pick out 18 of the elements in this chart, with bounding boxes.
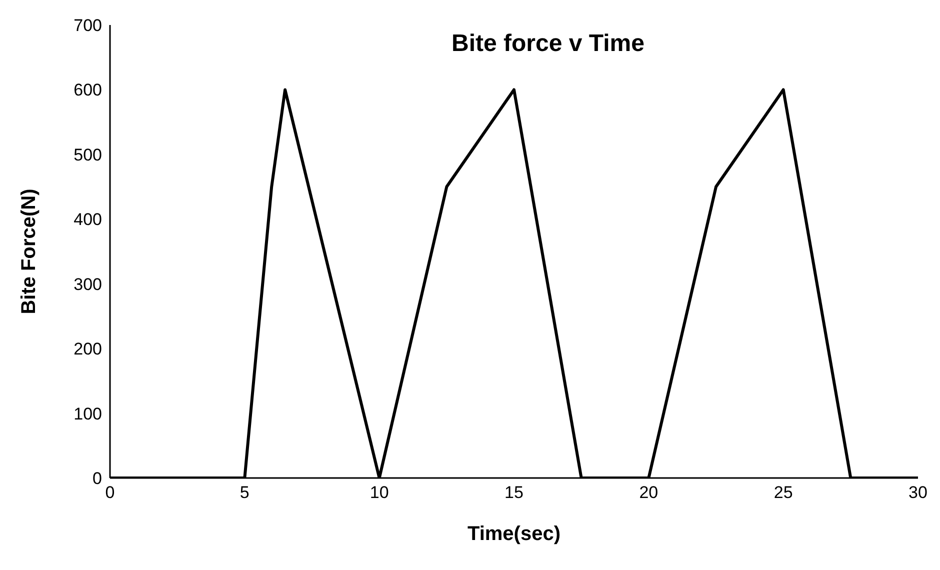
y-axis-title: Bite Force(N) (18, 188, 40, 314)
x-axis-title: Time(sec) (467, 523, 561, 545)
x-tick-label: 0 (105, 483, 115, 502)
x-tick-label: 15 (504, 483, 524, 502)
x-tick-label: 30 (908, 483, 928, 502)
x-tick-label: 5 (240, 483, 250, 502)
y-tick-label: 700 (74, 16, 102, 36)
x-tick-label: 20 (639, 483, 658, 502)
y-tick-label: 500 (74, 145, 102, 164)
y-tick-label: 300 (74, 274, 102, 294)
y-tick-label: 0 (92, 469, 102, 488)
y-tick-label: 600 (74, 80, 102, 100)
chart-title: Bite force v Time (450, 30, 646, 58)
x-tick-label: 25 (774, 483, 793, 502)
y-tick-label: 200 (74, 340, 102, 359)
y-tick-label: 100 (74, 404, 102, 424)
x-tick-label: 10 (370, 483, 389, 502)
y-tick-label: 400 (74, 210, 102, 230)
